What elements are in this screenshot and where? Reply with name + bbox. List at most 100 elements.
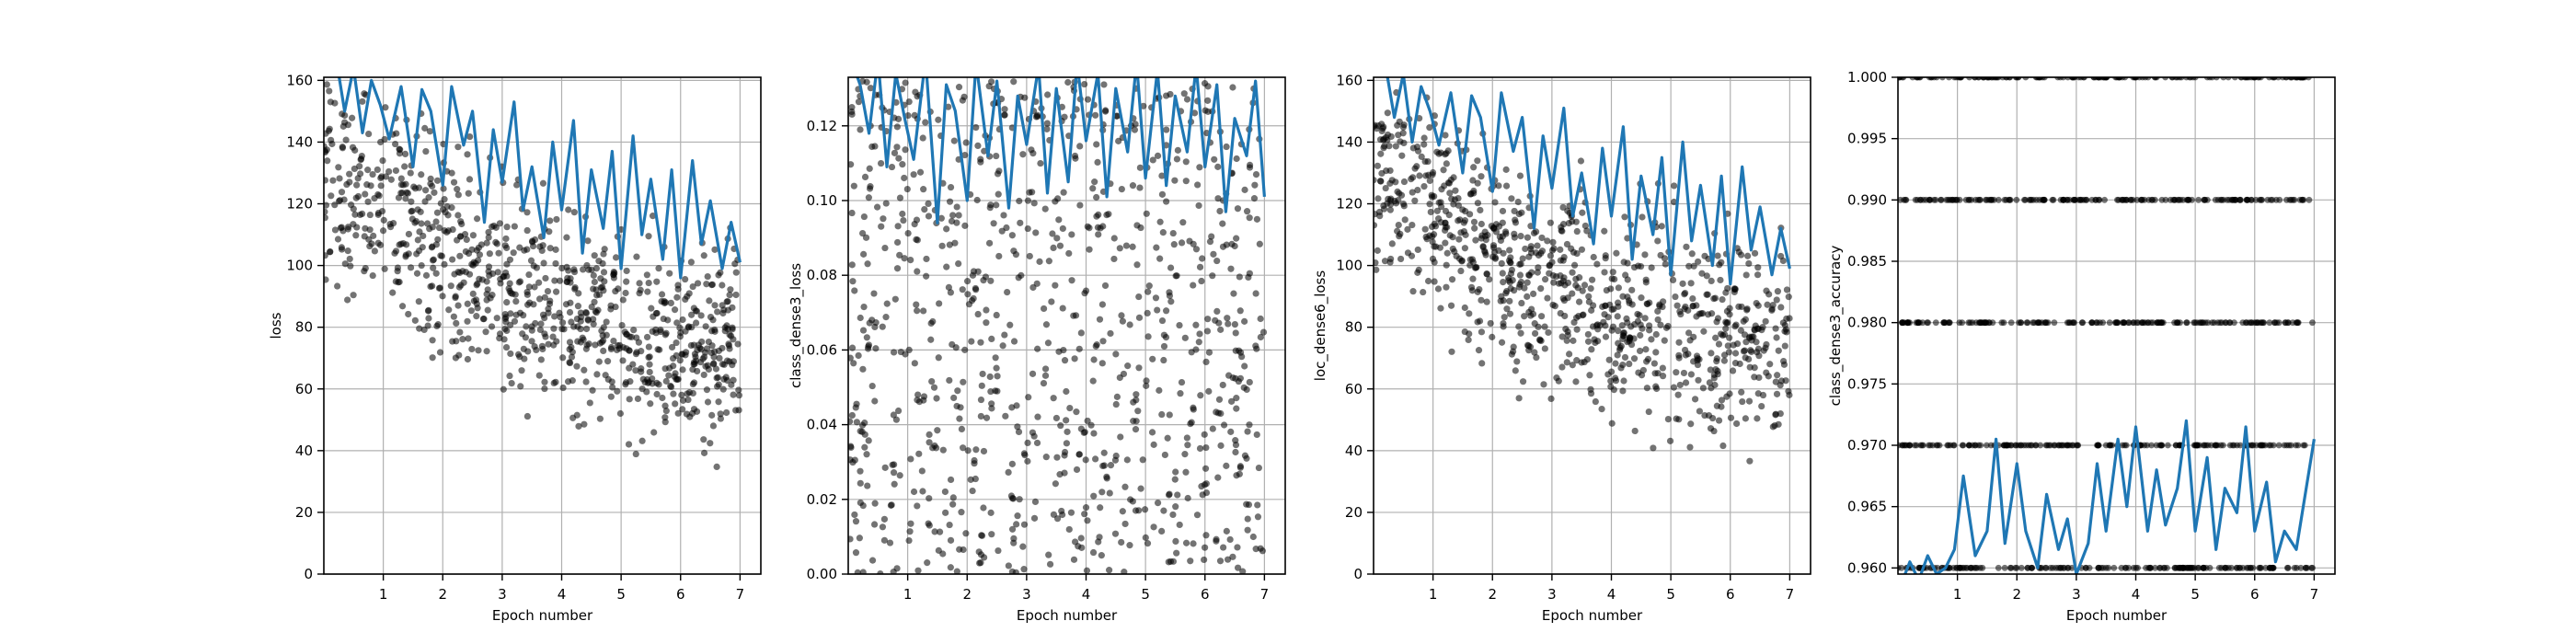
- scatter-point: [1374, 211, 1379, 218]
- scatter-point: [466, 176, 474, 183]
- scatter-point: [502, 235, 510, 243]
- scatter-point: [350, 221, 357, 228]
- scatter-point: [1584, 338, 1593, 345]
- scatter-point: [1024, 224, 1031, 233]
- scatter-point: [506, 280, 513, 287]
- scatter-point: [1199, 255, 1206, 262]
- scatter-point: [1158, 410, 1166, 419]
- scatter-point: [359, 98, 366, 105]
- scatter-point: [611, 270, 618, 277]
- scatter-point: [1056, 471, 1064, 478]
- scatter-point: [1374, 222, 1378, 229]
- scatter-point: [1693, 302, 1700, 309]
- scatter-point: [848, 443, 855, 450]
- scatter-point: [1737, 251, 1745, 259]
- scatter-point: [1765, 373, 1772, 380]
- scatter-point: [953, 568, 960, 574]
- scatter-point: [1566, 351, 1573, 358]
- scatter-point: [1201, 556, 1208, 564]
- scatter-point: [1176, 321, 1183, 329]
- scatter-point: [2023, 319, 2030, 327]
- scatter-point: [867, 85, 874, 92]
- scatter-point: [1643, 385, 1651, 392]
- x-tick-label: 7: [736, 586, 745, 603]
- scatter-point: [633, 253, 640, 260]
- scatter-point: [426, 128, 433, 135]
- scatter-point: [470, 259, 477, 266]
- scatter-point: [335, 198, 343, 205]
- scatter-point: [1516, 172, 1524, 179]
- scatter-point: [1898, 442, 1902, 449]
- scatter-point: [2212, 196, 2219, 203]
- scatter-point: [1414, 269, 1421, 276]
- scatter-point: [988, 531, 995, 538]
- scatter-point: [1515, 395, 1523, 402]
- scatter-point: [332, 54, 339, 61]
- scatter-point: [511, 223, 518, 230]
- scatter-point: [1092, 455, 1099, 463]
- scatter-point: [726, 358, 733, 365]
- scatter-point: [1658, 223, 1665, 230]
- scatter-point: [335, 164, 342, 171]
- scatter-point: [1001, 106, 1008, 113]
- scatter-point: [684, 396, 692, 404]
- scatter-point: [584, 237, 592, 245]
- scatter-point: [600, 250, 607, 258]
- scatter-point: [1041, 365, 1050, 373]
- scatter-point: [405, 230, 413, 238]
- scatter-point: [1154, 306, 1161, 314]
- scatter-point: [569, 377, 576, 385]
- scatter-point: [1052, 414, 1061, 422]
- scatter-point: [1060, 189, 1067, 196]
- scatter-point: [992, 354, 999, 362]
- scatter-point: [993, 311, 1000, 319]
- scatter-point: [1133, 261, 1141, 269]
- scatter-point: [1995, 564, 2002, 571]
- scatter-point: [362, 264, 369, 272]
- scatter-point: [2258, 564, 2264, 571]
- scatter-point: [2284, 319, 2292, 327]
- scatter-point: [703, 345, 711, 352]
- scatter-point: [1228, 397, 1236, 405]
- scatter-point: [386, 221, 394, 228]
- scatter-point: [1005, 468, 1012, 477]
- y-tick-label: 0.970: [1847, 437, 1887, 454]
- scatter-point: [430, 256, 437, 263]
- scatter-point: [1132, 121, 1139, 128]
- scatter-point: [568, 318, 575, 326]
- scatter-point: [623, 330, 630, 339]
- scatter-point: [853, 419, 860, 426]
- scatter-point: [1701, 411, 1708, 420]
- scatter-point: [848, 535, 854, 543]
- scatter-point: [1024, 439, 1031, 446]
- scatter-point: [377, 182, 385, 190]
- scatter-point: [985, 239, 994, 247]
- scatter-point: [346, 178, 353, 186]
- scatter-point: [2119, 196, 2126, 203]
- scatter-point: [2269, 77, 2276, 81]
- scatter-point: [1783, 315, 1790, 323]
- scatter-point: [1420, 183, 1428, 190]
- scatter-point: [1742, 415, 1749, 422]
- scatter-point: [1118, 538, 1125, 546]
- scatter-point: [489, 292, 496, 299]
- scatter-point: [1220, 421, 1228, 429]
- scatter-point: [2070, 319, 2077, 327]
- scatter-point: [454, 268, 462, 276]
- scatter-point: [2248, 442, 2254, 449]
- scatter-point: [1708, 310, 1716, 317]
- scatter-point: [338, 189, 346, 196]
- scatter-point: [1380, 144, 1387, 152]
- scatter-point: [1609, 323, 1617, 330]
- scatter-point: [1229, 84, 1236, 91]
- scatter-point: [1380, 201, 1387, 210]
- x-tick-label: 6: [1726, 586, 1735, 603]
- y-tick-label: 60: [295, 381, 313, 397]
- scatter-point: [955, 84, 963, 91]
- scatter-point: [1572, 218, 1580, 225]
- scatter-point: [2224, 196, 2231, 203]
- scatter-point: [454, 212, 462, 219]
- scatter-point: [1932, 196, 1939, 203]
- scatter-point: [1148, 429, 1156, 436]
